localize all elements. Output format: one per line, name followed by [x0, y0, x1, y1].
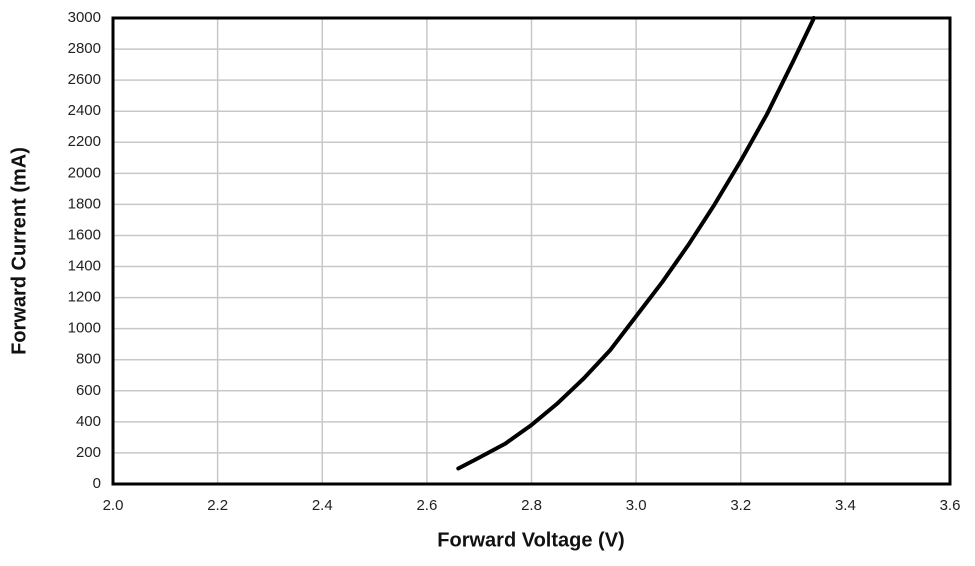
y-tick-label: 2400 — [68, 102, 101, 119]
x-tick-label: 3.4 — [835, 497, 856, 514]
y-tick-label: 800 — [76, 351, 101, 368]
y-tick-label: 2200 — [68, 133, 101, 150]
line-series — [456, 16, 816, 471]
x-tick-label: 3.0 — [626, 497, 647, 514]
x-tick-label: 2.2 — [207, 497, 228, 514]
plot-border — [111, 16, 952, 486]
x-tick-label: 2.0 — [103, 497, 124, 514]
y-axis-title: Forward Current (mA) — [8, 147, 30, 355]
y-tick-label: 0 — [93, 475, 101, 492]
y-tick-label: 3000 — [68, 9, 101, 26]
y-tick-label: 400 — [76, 413, 101, 430]
y-tick-label: 2600 — [68, 71, 101, 88]
x-tick-label: 3.2 — [730, 497, 751, 514]
x-tick-label: 2.6 — [416, 497, 437, 514]
x-tick-label: 3.6 — [940, 497, 961, 514]
x-tick-label: 2.4 — [312, 497, 333, 514]
y-tick-label: 1600 — [68, 226, 101, 243]
y-tick-label: 2000 — [68, 164, 101, 181]
y-tick-label: 200 — [76, 444, 101, 461]
y-tick-label: 1000 — [68, 320, 101, 337]
y-tick-label: 1200 — [68, 289, 101, 306]
x-axis-title: Forward Voltage (V) — [437, 529, 624, 551]
x-tick-label: 2.8 — [521, 497, 542, 514]
y-tick-label: 1800 — [68, 195, 101, 212]
y-tick-label: 1400 — [68, 258, 101, 275]
y-tick-label: 2800 — [68, 40, 101, 57]
y-tick-label: 600 — [76, 382, 101, 399]
